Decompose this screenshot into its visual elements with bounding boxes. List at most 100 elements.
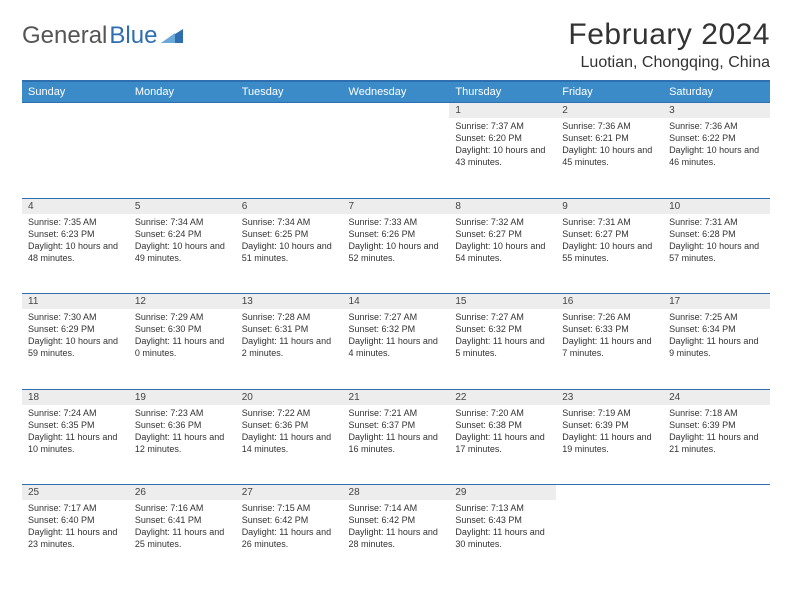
day-number-cell: 24	[663, 389, 770, 405]
sunrise-line: Sunrise: 7:31 AM	[562, 216, 657, 228]
weekday-header: Tuesday	[236, 81, 343, 103]
daylight-line: Daylight: 11 hours and 12 minutes.	[135, 431, 230, 455]
daylight-line: Daylight: 11 hours and 2 minutes.	[242, 335, 337, 359]
day-number-cell: 20	[236, 389, 343, 405]
day-detail-row: Sunrise: 7:35 AMSunset: 6:23 PM Daylight:…	[22, 214, 770, 294]
day-detail-cell: Sunrise: 7:27 AMSunset: 6:32 PMDaylight:…	[343, 309, 450, 389]
daylight-line: Daylight: 10 hours and 59 minutes.	[28, 335, 123, 359]
day-detail-row: Sunrise: 7:37 AMSunset: 6:20 PMDaylight:…	[22, 118, 770, 198]
day-number-cell: 11	[22, 294, 129, 310]
sunrise-line: Sunrise: 7:37 AM	[455, 120, 550, 132]
day-detail-cell: Sunrise: 7:23 AMSunset: 6:36 PMDaylight:…	[129, 405, 236, 485]
day-detail-cell	[129, 118, 236, 198]
sunset-line: Sunset: 6:23 PM	[28, 228, 123, 240]
sunrise-line: Sunrise: 7:24 AM	[28, 407, 123, 419]
day-number-cell: 6	[236, 198, 343, 214]
day-detail-cell: Sunrise: 7:20 AMSunset: 6:38 PMDaylight:…	[449, 405, 556, 485]
sunset-line: Sunset: 6:39 PM	[562, 419, 657, 431]
daylight-line: Daylight: 11 hours and 5 minutes.	[455, 335, 550, 359]
month-title: February 2024	[568, 18, 770, 52]
sunset-line: Sunset: 6:29 PM	[28, 323, 123, 335]
location-label: Luotian, Chongqing, China	[568, 54, 770, 72]
sunrise-line: Sunrise: 7:27 AM	[455, 311, 550, 323]
day-detail-cell: Sunrise: 7:35 AMSunset: 6:23 PMDaylight:…	[22, 214, 129, 294]
day-number-cell	[556, 485, 663, 501]
sunrise-line: Sunrise: 7:36 AM	[562, 120, 657, 132]
day-detail-cell: Sunrise: 7:19 AMSunset: 6:39 PMDaylight:…	[556, 405, 663, 485]
sunrise-line: Sunrise: 7:20 AM	[455, 407, 550, 419]
day-number-cell: 15	[449, 294, 556, 310]
day-number-cell: 22	[449, 389, 556, 405]
day-number-cell: 17	[663, 294, 770, 310]
sunset-line: Sunset: 6:27 PM	[562, 228, 657, 240]
daylight-line: Daylight: 11 hours and 0 minutes.	[135, 335, 230, 359]
sunset-line: Sunset: 6:21 PM	[562, 132, 657, 144]
day-detail-cell	[556, 500, 663, 580]
day-detail-cell: Sunrise: 7:27 AMSunset: 6:32 PMDaylight:…	[449, 309, 556, 389]
day-detail-cell: Sunrise: 7:34 AMSunset: 6:24 PMDaylight:…	[129, 214, 236, 294]
daylight-line: Daylight: 11 hours and 16 minutes.	[349, 431, 444, 455]
daylight-line: Daylight: 11 hours and 25 minutes.	[135, 526, 230, 550]
sunset-line: Sunset: 6:37 PM	[349, 419, 444, 431]
daylight-line: Daylight: 10 hours and 54 minutes.	[455, 240, 550, 264]
day-number-cell: 23	[556, 389, 663, 405]
sunset-line: Sunset: 6:43 PM	[455, 514, 550, 526]
sunrise-line: Sunrise: 7:36 AM	[669, 120, 764, 132]
day-number-cell: 3	[663, 103, 770, 119]
sunrise-line: Sunrise: 7:30 AM	[28, 311, 123, 323]
day-detail-cell: Sunrise: 7:21 AMSunset: 6:37 PMDaylight:…	[343, 405, 450, 485]
daylight-line: Daylight: 11 hours and 10 minutes.	[28, 431, 123, 455]
day-number-cell: 27	[236, 485, 343, 501]
daylight-line: Daylight: 11 hours and 26 minutes.	[242, 526, 337, 550]
day-number-cell: 29	[449, 485, 556, 501]
day-number-row: 45678910	[22, 198, 770, 214]
sunset-line: Sunset: 6:22 PM	[669, 132, 764, 144]
daylight-line: Daylight: 11 hours and 14 minutes.	[242, 431, 337, 455]
sunrise-line: Sunrise: 7:35 AM	[28, 216, 123, 228]
sunset-line: Sunset: 6:24 PM	[135, 228, 230, 240]
day-number-cell: 13	[236, 294, 343, 310]
day-number-cell: 7	[343, 198, 450, 214]
sunset-line: Sunset: 6:32 PM	[349, 323, 444, 335]
sunrise-line: Sunrise: 7:21 AM	[349, 407, 444, 419]
day-detail-cell: Sunrise: 7:22 AMSunset: 6:36 PMDaylight:…	[236, 405, 343, 485]
day-number-cell: 2	[556, 103, 663, 119]
day-number-cell: 21	[343, 389, 450, 405]
day-number-cell: 10	[663, 198, 770, 214]
sunrise-line: Sunrise: 7:23 AM	[135, 407, 230, 419]
sunrise-line: Sunrise: 7:29 AM	[135, 311, 230, 323]
sunset-line: Sunset: 6:36 PM	[242, 419, 337, 431]
day-number-cell	[22, 103, 129, 119]
header: GeneralBlue February 2024 Luotian, Chong…	[22, 18, 770, 72]
weekday-header-row: Sunday Monday Tuesday Wednesday Thursday…	[22, 81, 770, 103]
sunset-line: Sunset: 6:30 PM	[135, 323, 230, 335]
weekday-header: Sunday	[22, 81, 129, 103]
day-number-cell: 14	[343, 294, 450, 310]
day-detail-cell: Sunrise: 7:14 AMSunset: 6:42 PMDaylight:…	[343, 500, 450, 580]
day-detail-row: Sunrise: 7:17 AMSunset: 6:40 PMDaylight:…	[22, 500, 770, 580]
sunrise-line: Sunrise: 7:14 AM	[349, 502, 444, 514]
day-detail-cell	[343, 118, 450, 198]
sunrise-line: Sunrise: 7:22 AM	[242, 407, 337, 419]
day-detail-cell: Sunrise: 7:36 AMSunset: 6:22 PMDaylight:…	[663, 118, 770, 198]
sunrise-line: Sunrise: 7:26 AM	[562, 311, 657, 323]
sunset-line: Sunset: 6:34 PM	[669, 323, 764, 335]
sunset-line: Sunset: 6:31 PM	[242, 323, 337, 335]
day-detail-cell: Sunrise: 7:24 AMSunset: 6:35 PMDaylight:…	[22, 405, 129, 485]
day-number-cell: 18	[22, 389, 129, 405]
daylight-line: Daylight: 11 hours and 4 minutes.	[349, 335, 444, 359]
day-detail-row: Sunrise: 7:30 AMSunset: 6:29 PMDaylight:…	[22, 309, 770, 389]
day-detail-cell: Sunrise: 7:31 AMSunset: 6:27 PMDaylight:…	[556, 214, 663, 294]
brand-part1: General	[22, 22, 107, 50]
daylight-line: Daylight: 11 hours and 30 minutes.	[455, 526, 550, 550]
day-number-cell	[236, 103, 343, 119]
daylight-line: Daylight: 11 hours and 23 minutes.	[28, 526, 123, 550]
logo-triangle-icon	[161, 22, 183, 50]
day-detail-cell: Sunrise: 7:37 AMSunset: 6:20 PMDaylight:…	[449, 118, 556, 198]
calendar-table: Sunday Monday Tuesday Wednesday Thursday…	[22, 80, 770, 580]
sunrise-line: Sunrise: 7:16 AM	[135, 502, 230, 514]
sunset-line: Sunset: 6:20 PM	[455, 132, 550, 144]
calendar-body: 123Sunrise: 7:37 AMSunset: 6:20 PMDaylig…	[22, 103, 770, 581]
day-detail-cell: Sunrise: 7:33 AMSunset: 6:26 PMDaylight:…	[343, 214, 450, 294]
sunset-line: Sunset: 6:41 PM	[135, 514, 230, 526]
